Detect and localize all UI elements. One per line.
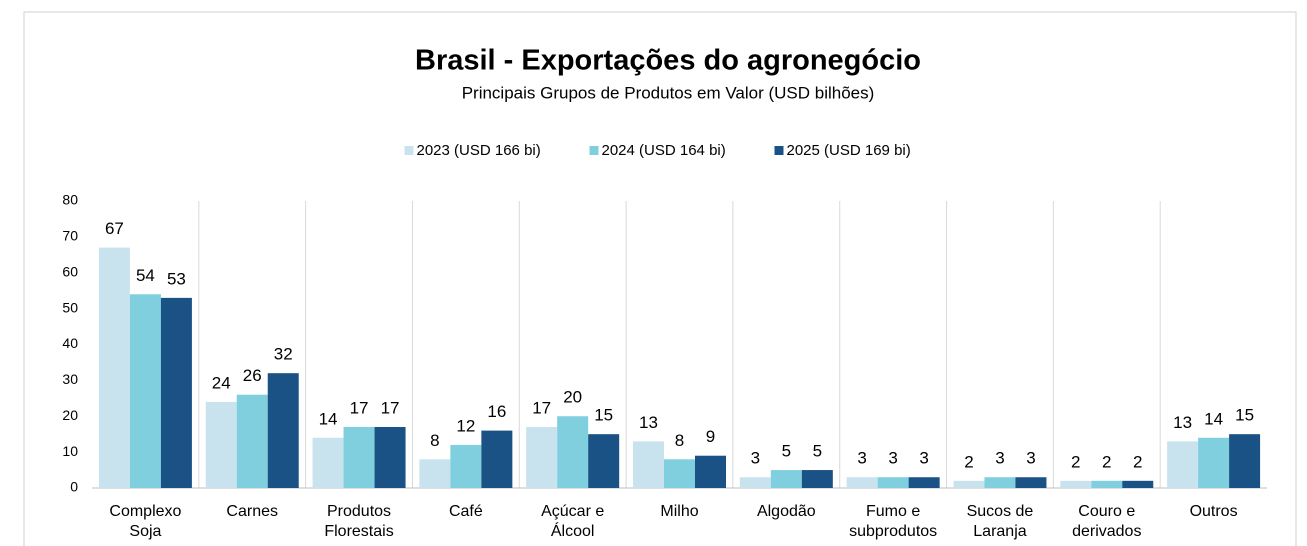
data-label: 2 bbox=[964, 452, 973, 471]
bar bbox=[236, 394, 268, 488]
data-label: 15 bbox=[1235, 406, 1254, 425]
data-label: 2 bbox=[1133, 452, 1142, 471]
bar bbox=[770, 470, 802, 488]
bar bbox=[526, 427, 558, 488]
data-label: 8 bbox=[675, 431, 684, 450]
y-tick-label: 20 bbox=[62, 407, 78, 423]
data-label: 20 bbox=[563, 388, 582, 407]
data-label: 3 bbox=[751, 449, 760, 468]
x-tick-label: Carnes bbox=[226, 503, 278, 520]
bar bbox=[695, 455, 726, 488]
bar bbox=[877, 477, 909, 488]
data-label: 3 bbox=[919, 449, 928, 468]
bar bbox=[739, 477, 771, 488]
data-label: 17 bbox=[350, 398, 369, 417]
data-label: 13 bbox=[639, 413, 658, 432]
bar bbox=[664, 459, 695, 488]
data-label: 16 bbox=[487, 402, 506, 421]
data-label: 14 bbox=[319, 409, 338, 428]
bar bbox=[846, 477, 878, 488]
x-tick-label: Couro e derivados bbox=[1072, 503, 1142, 540]
data-label: 24 bbox=[212, 373, 231, 392]
x-tick-label: Algodão bbox=[756, 503, 816, 520]
bar bbox=[419, 459, 451, 488]
chart-subtitle: Principais Grupos de Produtos em Valor (… bbox=[462, 83, 875, 102]
bar bbox=[557, 416, 589, 488]
x-tick-label: Sucos de Laranja bbox=[966, 503, 1034, 540]
y-tick-label: 70 bbox=[62, 228, 78, 244]
x-tick-label: Açúcar e Álcool bbox=[541, 503, 605, 540]
data-label: 2 bbox=[1071, 452, 1080, 471]
bar bbox=[1091, 480, 1123, 488]
y-tick-label: 80 bbox=[62, 192, 78, 208]
data-label: 2 bbox=[1102, 452, 1111, 471]
data-label: 8 bbox=[430, 431, 439, 450]
bar bbox=[98, 247, 130, 488]
bar bbox=[129, 294, 161, 488]
data-label: 17 bbox=[381, 398, 400, 417]
bar bbox=[374, 427, 406, 488]
data-label: 3 bbox=[995, 449, 1004, 468]
y-tick-label: 0 bbox=[70, 479, 78, 495]
data-label: 14 bbox=[1204, 409, 1223, 428]
data-label: 5 bbox=[782, 442, 791, 461]
data-label: 15 bbox=[594, 406, 613, 425]
data-label: 54 bbox=[136, 266, 155, 285]
legend-swatch bbox=[774, 146, 784, 155]
y-tick-label: 50 bbox=[62, 299, 78, 315]
data-label: 26 bbox=[243, 366, 262, 385]
data-label: 67 bbox=[105, 219, 124, 238]
bar bbox=[312, 437, 344, 488]
bar bbox=[450, 444, 482, 488]
legend-label: 2023 (USD 166 bi) bbox=[417, 142, 541, 159]
legend-label: 2024 (USD 164 bi) bbox=[602, 142, 726, 159]
bar bbox=[908, 477, 940, 488]
bar bbox=[953, 480, 985, 488]
y-tick-label: 60 bbox=[62, 263, 78, 279]
bar bbox=[1198, 437, 1230, 488]
bar bbox=[481, 430, 513, 488]
chart-title: Brasil - Exportações do agronegócio bbox=[415, 45, 921, 77]
bar bbox=[1060, 480, 1092, 488]
bar bbox=[1167, 441, 1199, 488]
bar bbox=[588, 434, 620, 488]
x-tick-label: Café bbox=[448, 503, 483, 520]
bar bbox=[1015, 477, 1047, 488]
y-tick-label: 10 bbox=[62, 443, 78, 459]
y-tick-label: 40 bbox=[62, 335, 78, 351]
bar bbox=[801, 470, 833, 488]
bar bbox=[205, 401, 237, 488]
x-tick-label: Fumo e subprodutos bbox=[849, 503, 938, 540]
data-label: 17 bbox=[532, 398, 551, 417]
x-tick-label: Milho bbox=[660, 503, 699, 520]
data-label: 5 bbox=[813, 442, 822, 461]
data-label: 12 bbox=[456, 416, 475, 435]
data-label: 13 bbox=[1173, 413, 1192, 432]
bar bbox=[984, 477, 1016, 488]
bar bbox=[633, 441, 664, 488]
bar bbox=[267, 373, 299, 488]
x-tick-label: Complexo Soja bbox=[109, 503, 182, 540]
bar bbox=[1229, 434, 1261, 488]
data-label: 53 bbox=[167, 269, 186, 288]
x-tick-label: Produtos Florestais bbox=[324, 503, 394, 540]
bar bbox=[1122, 480, 1154, 488]
bar bbox=[343, 427, 375, 488]
data-label: 3 bbox=[888, 449, 897, 468]
legend-swatch bbox=[589, 146, 599, 155]
bar bbox=[160, 297, 192, 488]
x-tick-label: Outros bbox=[1189, 503, 1238, 520]
data-label: 32 bbox=[274, 345, 293, 364]
y-tick-label: 30 bbox=[62, 371, 78, 387]
data-label: 9 bbox=[706, 427, 715, 446]
legend-swatch bbox=[404, 146, 414, 155]
data-label: 3 bbox=[857, 449, 866, 468]
legend-label: 2025 (USD 169 bi) bbox=[787, 142, 911, 159]
data-label: 3 bbox=[1026, 449, 1035, 468]
